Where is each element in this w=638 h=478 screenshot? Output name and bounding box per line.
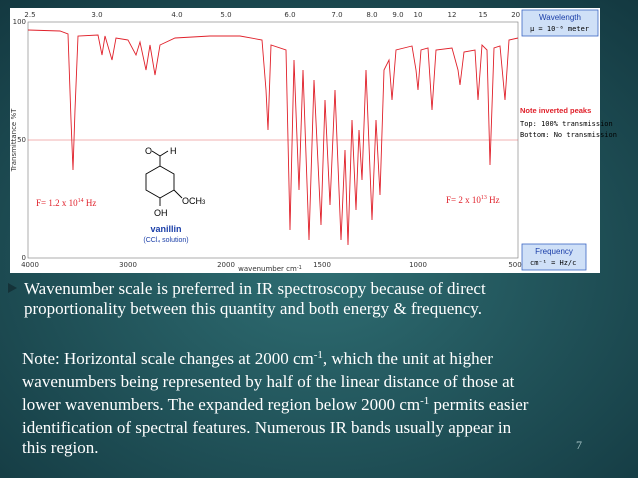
top-tick-label: 9.0: [392, 11, 403, 19]
note-line: identification of spectral features. Num…: [22, 418, 512, 437]
wavelength-box: [521, 9, 599, 37]
top-tick-label: 12: [448, 11, 457, 19]
frequency-note: F= 1.2 x 1014 Hz: [36, 198, 96, 208]
top-tick-label: 10: [414, 11, 423, 19]
bottom-tick-label: 3000: [119, 261, 137, 269]
bottom-tick-label: 4000: [21, 261, 39, 269]
y-axis-label: Transmittance %T: [10, 108, 18, 173]
frequency-box: [521, 243, 587, 271]
note-line: lower wavenumbers. The expanded region b…: [22, 395, 529, 414]
bottom-tick-label: 500: [508, 261, 521, 269]
top-tick-label: 6.0: [284, 11, 295, 19]
atom-label: OH: [154, 208, 168, 218]
note-text: Bottom: No transmission: [520, 131, 617, 139]
box-text: cm⁻¹ = Hz/c: [530, 259, 576, 267]
atom-label: H: [170, 146, 177, 156]
y-tick-label: 50: [17, 136, 26, 144]
box-text: μ = 10⁻⁶ meter: [530, 25, 589, 33]
image-frame: [10, 8, 600, 273]
note-line: wavenumbers being represented by half of…: [22, 372, 515, 391]
paragraph-line: Wavenumber scale is preferred in IR spec…: [24, 279, 486, 298]
molecule: [145, 150, 183, 206]
top-tick-label: 4.0: [171, 11, 182, 19]
top-tick-label: 3.0: [91, 11, 102, 19]
top-tick-label: 7.0: [331, 11, 342, 19]
molecule-solvent: (CCl₄ solution): [143, 237, 188, 244]
bottom-tick-label: 1000: [409, 261, 427, 269]
top-tick-label: 15: [479, 11, 488, 19]
y-tick-label: 0: [22, 254, 26, 262]
x-axis-label: wavenumber cm-1: [238, 265, 302, 273]
page-number: 7: [576, 438, 582, 452]
note-title: Note inverted peaks: [520, 106, 591, 115]
molecule-name: vanillin: [150, 224, 181, 234]
bottom-tick-label: 2000: [217, 261, 235, 269]
top-tick-label: 8.0: [366, 11, 377, 19]
box-title: Frequency: [535, 247, 573, 256]
note-text: Top: 100% transmission: [520, 120, 613, 128]
spectrum-image: 2.5 3.0 4.0 5.0 6.0 7.0 8.0 9.0 10 12 15…: [10, 8, 617, 273]
bottom-tick-label: 1500: [313, 261, 331, 269]
top-tick-label: 5.0: [220, 11, 231, 19]
spectrum-curve: [27, 29, 519, 246]
paragraph-line: proportionality between this quantity an…: [24, 299, 482, 318]
note-line: Note: Horizontal scale changes at 2000 c…: [22, 349, 493, 368]
atom-label: OCH3: [182, 196, 206, 206]
frequency-note: F= 2 x 1013 Hz: [446, 195, 500, 205]
box-title: Wavelength: [539, 13, 581, 22]
atom-label: O: [145, 146, 152, 156]
bullet: [8, 283, 17, 293]
y-tick-label: 100: [13, 18, 26, 26]
top-tick-label: 20 μ: [511, 11, 527, 19]
note-line: this region.: [22, 438, 99, 457]
top-tick-label: 2.5: [24, 11, 35, 19]
